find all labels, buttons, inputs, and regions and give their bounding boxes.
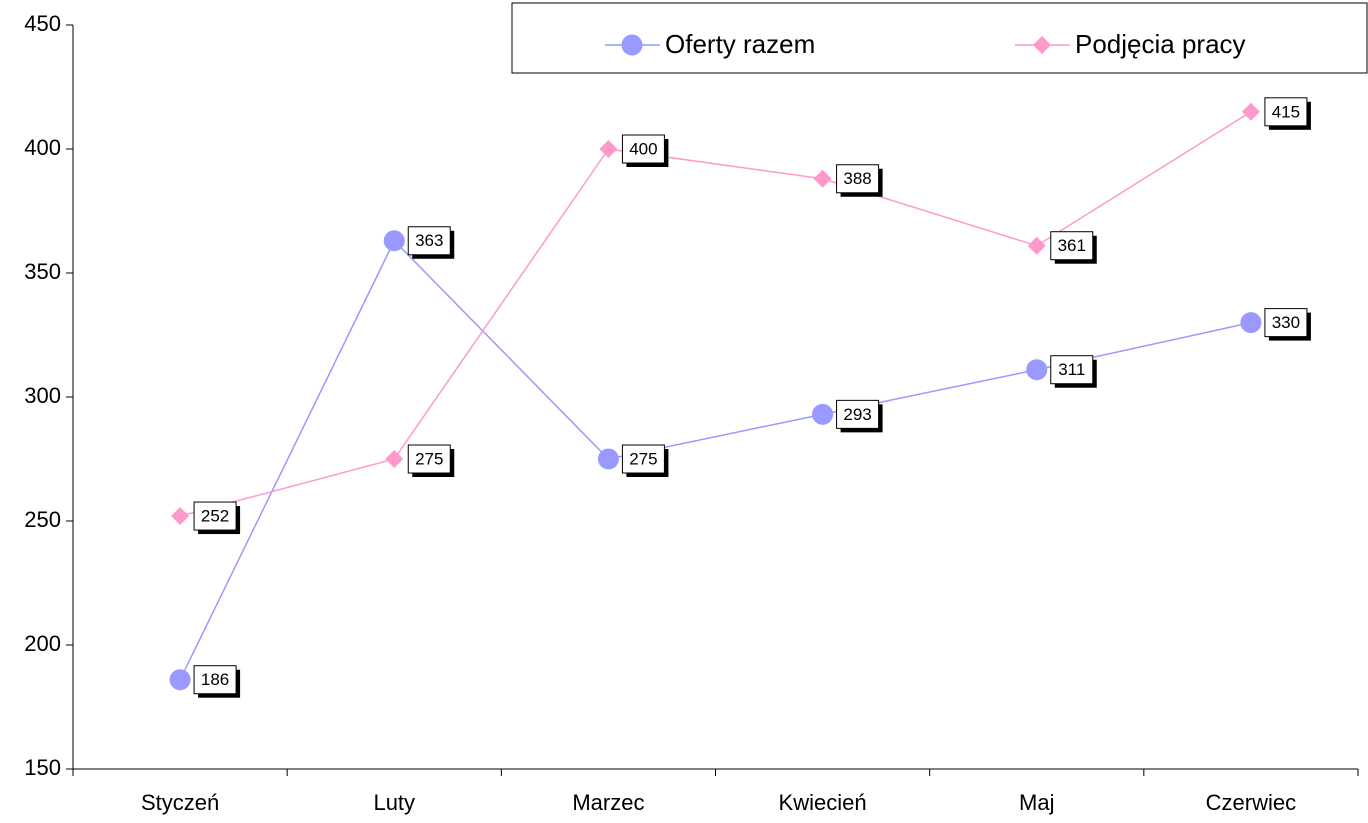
- y-tick-label: 400: [24, 135, 61, 160]
- marker: [1241, 102, 1260, 121]
- marker: [171, 507, 190, 526]
- marker: [383, 230, 405, 252]
- data-label: 252: [201, 507, 229, 526]
- legend-box: [511, 2, 1368, 74]
- marker: [597, 448, 619, 470]
- x-tick-label: Czerwiec: [1206, 790, 1296, 815]
- marker: [599, 140, 618, 158]
- data-label-box: [1050, 355, 1094, 385]
- data-label: 388: [843, 169, 871, 188]
- y-tick-label: 250: [24, 507, 61, 532]
- marker: [1026, 359, 1048, 381]
- legend-label: Oferty razem: [665, 29, 815, 59]
- data-label: 361: [1058, 236, 1086, 255]
- data-label-box: [621, 444, 665, 474]
- legend: Oferty razem Podjęcia pracy: [511, 2, 1368, 74]
- x-tick-label: Luty: [373, 790, 415, 815]
- data-label-box: [1264, 97, 1308, 127]
- legend-label: Podjęcia pracy: [1075, 29, 1246, 59]
- data-label-box: [407, 444, 451, 474]
- data-label-box: [836, 399, 880, 429]
- data-label-box: [1050, 231, 1094, 261]
- marker: [621, 34, 643, 56]
- data-label: 363: [415, 231, 443, 250]
- x-tick-label: Marzec: [572, 790, 644, 815]
- data-label-box: [407, 226, 451, 256]
- y-tick-label: 450: [24, 11, 61, 36]
- data-label: 275: [629, 449, 657, 468]
- y-tick-label: 150: [24, 755, 61, 780]
- y-tick-label: 350: [24, 259, 61, 284]
- data-label: 311: [1058, 360, 1085, 379]
- marker: [812, 403, 834, 425]
- data-label-box: [836, 164, 880, 194]
- marker: [1033, 36, 1051, 54]
- data-label: 293: [843, 405, 871, 424]
- data-label-box: [193, 501, 237, 531]
- marker: [169, 669, 191, 691]
- data-label-box: [621, 134, 665, 164]
- x-tick-label: Styczeń: [141, 790, 219, 815]
- data-label: 415: [1272, 102, 1300, 121]
- series-line: [179, 111, 1252, 517]
- marker: [813, 169, 832, 188]
- x-tick-label: Kwiecień: [779, 790, 867, 815]
- data-label: 400: [629, 139, 657, 158]
- y-tick-label: 200: [24, 631, 61, 656]
- marker: [385, 450, 404, 468]
- marker: [1027, 236, 1046, 255]
- series-line: [179, 239, 1252, 681]
- data-label: 186: [201, 670, 229, 689]
- data-label: 330: [1272, 313, 1300, 332]
- x-tick-label: Maj: [1019, 790, 1054, 815]
- marker: [1240, 312, 1262, 334]
- y-tick-label: 300: [24, 383, 61, 408]
- data-label-box: [193, 665, 237, 695]
- data-label-box: [1264, 308, 1308, 338]
- data-label: 275: [415, 449, 443, 468]
